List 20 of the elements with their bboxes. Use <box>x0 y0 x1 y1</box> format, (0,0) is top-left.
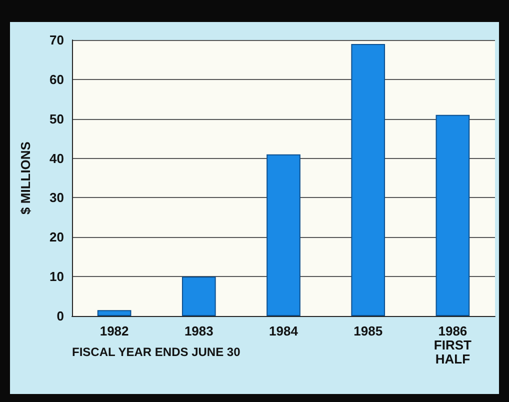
y-tick-label: 20 <box>50 230 64 245</box>
y-tick-label: 50 <box>50 111 64 126</box>
x-tick-label: 1983 <box>184 324 214 338</box>
bar <box>351 44 386 316</box>
bar <box>97 310 132 316</box>
bar <box>182 276 216 316</box>
text: FISCAL YEAR ENDS JUNE 30 <box>72 345 241 359</box>
y-tick-label: 30 <box>50 190 64 206</box>
y-tick-label: 10 <box>50 269 64 284</box>
y-tick-label: 0 <box>56 308 64 324</box>
bar <box>266 154 300 316</box>
y-tick-label: 70 <box>50 32 64 48</box>
x-tick-label: 1982 <box>100 324 129 338</box>
x-tick-label: 1986 FIRST HALF <box>434 324 472 366</box>
bar <box>436 114 470 316</box>
y-axis-title: $ MILLIONS <box>18 141 33 214</box>
y-tick-label: 40 <box>50 150 64 166</box>
y-tick-label: 60 <box>50 72 64 87</box>
x-tick-label: 1985 <box>354 324 383 338</box>
x-tick-label: 1984 <box>269 324 299 338</box>
